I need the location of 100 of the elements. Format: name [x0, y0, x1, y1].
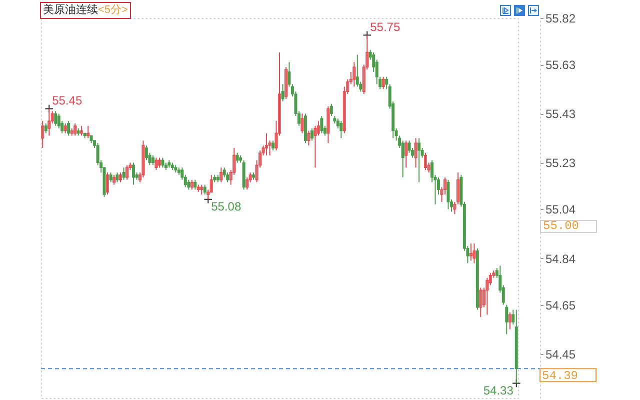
candlestick — [356, 54, 359, 88]
candlestick — [258, 150, 262, 168]
candlestick — [453, 201, 456, 215]
candlestick — [314, 125, 317, 168]
text: 55.00 — [540, 219, 597, 233]
candlestick — [122, 167, 126, 180]
data-label: 55.45 — [52, 94, 82, 108]
candlestick — [48, 108, 51, 136]
candlestick — [210, 174, 213, 193]
candlestick — [154, 157, 158, 170]
candlestick — [262, 144, 265, 156]
candlestick — [70, 128, 74, 136]
candlestick — [64, 122, 67, 134]
candlestick — [440, 186, 444, 202]
candlestick — [144, 144, 148, 161]
candlestick — [57, 113, 60, 129]
candlestick — [281, 84, 284, 102]
candlestick — [138, 172, 142, 183]
candlestick — [505, 304, 508, 335]
candlestick — [41, 120, 44, 148]
candlestick — [236, 152, 239, 164]
candlestick — [472, 243, 476, 264]
candlestick — [125, 164, 128, 180]
y-tick-label: 55.04 — [546, 202, 576, 217]
ref-line-label: 54.39 — [542, 369, 578, 384]
candlestick — [206, 189, 210, 200]
candlestick — [109, 172, 112, 183]
candlestick — [300, 113, 304, 134]
candlestick — [362, 64, 366, 94]
candlestick — [330, 103, 333, 117]
candlestick — [310, 128, 314, 142]
candlestick — [158, 157, 161, 168]
candlestick — [86, 125, 90, 139]
candlestick — [443, 176, 446, 196]
y-tick-label: 55.23 — [546, 156, 576, 170]
candlestick — [408, 140, 411, 154]
candlestick — [161, 157, 164, 168]
candlestick — [418, 138, 421, 183]
candlestick — [382, 76, 385, 90]
y-tick-label: 55.82 — [546, 12, 576, 26]
candlestick — [469, 243, 472, 262]
candlestick — [187, 179, 190, 190]
data-label: 55.75 — [370, 20, 400, 34]
y-tick-label: 55.43 — [546, 107, 576, 122]
candlestick — [142, 140, 145, 178]
candlestick — [226, 172, 230, 183]
candlestick — [232, 147, 236, 176]
candlestick — [74, 122, 77, 136]
candlestick — [80, 125, 84, 136]
y-tick-label: 54.65 — [546, 298, 576, 312]
candlestick — [118, 172, 122, 183]
candlestick — [278, 52, 282, 136]
candlestick — [479, 287, 482, 318]
candlestick — [220, 167, 223, 183]
candlestick — [248, 172, 252, 183]
candlestick — [424, 152, 428, 170]
candlestick — [190, 179, 194, 190]
chart-subtitle: <5分> — [98, 4, 128, 16]
candlestick — [349, 71, 352, 85]
candlestick — [196, 184, 200, 193]
candlestick — [128, 162, 132, 170]
candlestick — [194, 179, 197, 190]
candlestick — [508, 312, 512, 330]
candlestick — [352, 62, 356, 88]
candlestick — [112, 174, 116, 186]
candlestick — [346, 78, 350, 94]
y-tick-label: 54.84 — [546, 252, 576, 266]
candlestick — [200, 184, 204, 196]
candlestick — [268, 140, 272, 156]
candlestick — [67, 120, 70, 136]
candlestick — [366, 34, 369, 70]
candlestick — [116, 172, 119, 183]
candlestick — [272, 140, 275, 151]
data-label: 54.33 — [483, 383, 514, 398]
candlestick — [307, 130, 310, 146]
candlestick — [54, 110, 58, 126]
candlestick — [44, 122, 48, 134]
candlestick — [320, 116, 324, 134]
candlestick — [132, 162, 135, 186]
candlestick — [316, 120, 320, 136]
candlestick — [265, 132, 268, 156]
candlestick — [246, 176, 249, 190]
candlestick — [404, 140, 408, 168]
candlestick — [340, 120, 343, 139]
candlestick — [492, 270, 496, 278]
candlestick — [326, 106, 330, 144]
candlestick — [427, 162, 430, 173]
candlestick — [284, 66, 288, 100]
data-label: 55.08 — [211, 199, 242, 214]
candlestick — [50, 110, 54, 124]
chart-title: 美原油连续 — [43, 4, 98, 16]
candlestick — [151, 154, 154, 166]
candlestick — [414, 138, 418, 168]
candlestick — [486, 277, 489, 316]
candlestick — [255, 160, 258, 183]
candlestick — [456, 172, 460, 205]
candlestick — [203, 184, 206, 196]
candlestick — [488, 272, 492, 286]
candlestick — [274, 120, 278, 151]
candlestick — [342, 86, 346, 134]
